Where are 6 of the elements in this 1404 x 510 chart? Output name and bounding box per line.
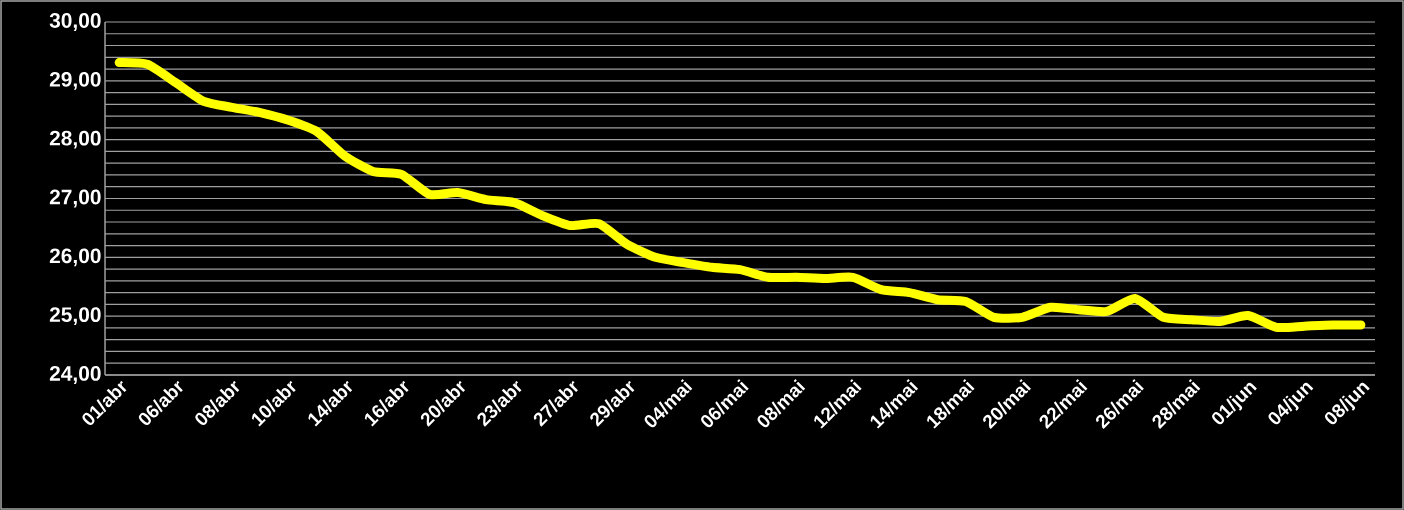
y-tick-label: 25,00 [49,307,101,326]
y-tick-label: 27,00 [49,189,101,208]
y-tick-label: 26,00 [49,248,101,267]
y-tick-label: 28,00 [49,130,101,149]
y-tick-label: 30,00 [49,13,101,31]
y-tick-label: 29,00 [49,71,101,90]
